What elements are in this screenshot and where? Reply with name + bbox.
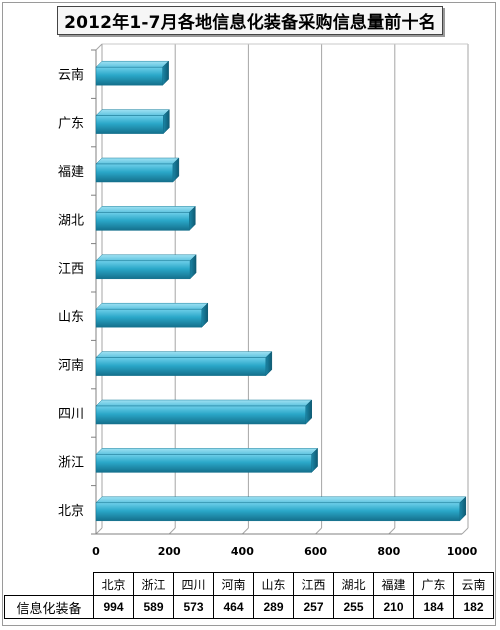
- x-tick-1000: 1000: [447, 545, 478, 558]
- chart-frame: [2, 2, 496, 626]
- bar-top-四川: [95, 399, 313, 407]
- chart-title: 2012年1-7月各地信息化装备采购信息量前十名: [57, 6, 443, 35]
- table-value-福建: 210: [373, 595, 414, 619]
- table-header-广东: 广东: [413, 572, 454, 596]
- data-table-header-row: 北京 浙江 四川 河南 山东 江西 湖北 福建 广东 云南: [4, 572, 494, 596]
- x-tick-200: 200: [158, 545, 181, 558]
- table-header-福建: 福建: [373, 572, 414, 596]
- table-header-北京: 北京: [93, 572, 134, 596]
- bar-山东: [95, 308, 203, 328]
- y-label-北京: 北京: [58, 504, 84, 519]
- table-header-河南: 河南: [213, 572, 254, 596]
- table-value-北京: 994: [93, 595, 134, 619]
- bar-top-云南: [95, 60, 170, 68]
- bar-福建: [95, 163, 174, 183]
- bar-江西: [95, 260, 191, 280]
- bar-top-河南: [95, 351, 273, 358]
- bar-top-广东: [95, 109, 170, 116]
- table-value-浙江: 589: [133, 595, 174, 619]
- data-table-value-row: 信息化装备 994 589 573 464 289 257 255 210 184 182: [4, 595, 494, 619]
- bar-top-湖北: [95, 206, 196, 213]
- y-axis-depth: [95, 43, 103, 51]
- table-value-湖北: 255: [333, 595, 374, 619]
- x-tick-400: 400: [231, 545, 254, 558]
- y-label-广东: 广东: [58, 117, 84, 132]
- table-header-山东: 山东: [253, 572, 294, 596]
- y-label-山东: 山东: [58, 310, 84, 325]
- table-header-四川: 四川: [173, 572, 214, 596]
- bar-北京: [95, 502, 461, 522]
- y-label-江西: 江西: [58, 262, 84, 277]
- bar-四川: [95, 405, 306, 425]
- data-table: 北京 浙江 四川 河南 山东 江西 湖北 福建 广东 云南 信息化装备 994 589 573 464 2…: [4, 572, 494, 619]
- bar-top-江西: [95, 254, 197, 262]
- floor-line-200: [168, 527, 176, 535]
- bar-河南: [95, 357, 267, 376]
- bar-湖北: [95, 212, 190, 231]
- y-label-浙江: 浙江: [58, 455, 84, 470]
- floor-line-400: [242, 527, 249, 535]
- x-tick-800: 800: [377, 545, 400, 558]
- y-label-四川: 四川: [58, 407, 84, 422]
- table-header-浙江: 浙江: [133, 572, 174, 596]
- bar-云南: [95, 66, 163, 86]
- data-table-corner: [4, 572, 94, 596]
- y-label-河南: 河南: [58, 358, 84, 374]
- y-category-labels: 北京 浙江 四川 河南 山东 江西 湖北 福建 广东 云南: [58, 67, 84, 519]
- table-value-河南: 464: [213, 595, 254, 619]
- y-label-湖北: 湖北: [58, 213, 84, 228]
- y-label-云南: 云南: [58, 67, 84, 83]
- floor-line-0: [95, 527, 103, 535]
- floor-line-600: [315, 527, 322, 535]
- bar-top-福建: [95, 157, 180, 165]
- chart-title-wrap: 2012年1-7月各地信息化装备采购信息量前十名: [0, 6, 500, 35]
- x-tick-600: 600: [304, 545, 327, 558]
- bar-广东: [95, 115, 164, 134]
- bar-浙江: [95, 454, 312, 473]
- x-tick-0: 0: [92, 545, 100, 558]
- table-value-广东: 184: [413, 595, 454, 619]
- table-value-山东: 289: [253, 595, 294, 619]
- bar-top-北京: [95, 496, 467, 504]
- x-tick-labels: 0 200 400 600 800 1000: [92, 545, 477, 558]
- bar-top-山东: [95, 302, 209, 310]
- floor-line-800: [388, 527, 396, 535]
- table-header-云南: 云南: [453, 572, 494, 596]
- table-header-湖北: 湖北: [333, 572, 374, 596]
- y-label-福建: 福建: [58, 165, 84, 180]
- data-table-row-label: 信息化装备: [4, 595, 94, 619]
- bar-top-浙江: [95, 448, 319, 455]
- table-value-江西: 257: [293, 595, 334, 619]
- table-header-江西: 江西: [293, 572, 334, 596]
- bars: [95, 60, 467, 522]
- table-value-四川: 573: [173, 595, 214, 619]
- table-value-云南: 182: [453, 595, 494, 619]
- floor-line-1000: [461, 527, 469, 535]
